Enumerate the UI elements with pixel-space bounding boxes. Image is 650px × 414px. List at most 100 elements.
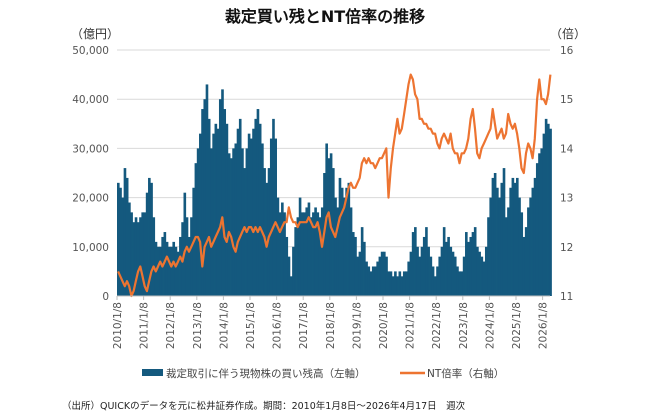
bar — [143, 212, 147, 296]
bar — [123, 168, 127, 296]
x-tick-label: 2019/1/8 — [351, 302, 363, 349]
bar — [491, 177, 495, 296]
bar — [482, 261, 486, 296]
bar — [489, 197, 493, 296]
bar — [172, 241, 176, 296]
bar — [303, 212, 306, 296]
bar — [265, 182, 269, 296]
bar — [256, 109, 260, 296]
bar — [531, 187, 535, 296]
source-note: （出所）QUICKのデータを元に松井証券作成。期間：2010年1月8日～2026… — [62, 400, 466, 412]
bar — [402, 271, 406, 296]
bar — [411, 232, 415, 296]
bar — [258, 123, 262, 296]
left-tick-label: 30,000 — [72, 143, 109, 155]
bar — [285, 236, 289, 296]
bar — [387, 271, 391, 296]
x-tick-label: 2018/1/8 — [325, 302, 337, 349]
bar — [460, 271, 464, 296]
right-tick-label: 12 — [560, 242, 573, 254]
bar — [425, 227, 428, 296]
bar — [292, 246, 295, 296]
bar — [427, 246, 430, 296]
bar — [480, 256, 484, 296]
x-tick-label: 2016/1/8 — [272, 302, 284, 349]
bar — [223, 109, 227, 296]
bar — [250, 138, 253, 296]
x-tick-label: 2017/1/8 — [298, 302, 310, 349]
bar — [167, 246, 171, 296]
bar — [504, 217, 508, 296]
bar — [349, 207, 353, 296]
legend-swatch-bar — [142, 369, 163, 376]
bar — [234, 143, 238, 296]
bar — [283, 212, 286, 296]
right-axis-unit: （倍） — [550, 26, 586, 41]
bar — [549, 128, 552, 296]
bar — [438, 256, 442, 296]
line-series — [117, 73, 552, 298]
legend: 裁定取引に伴う現物株の買い残高（左軸） NT倍率（右軸） — [142, 367, 504, 380]
bar — [318, 217, 322, 296]
bar — [414, 227, 417, 296]
bar — [376, 261, 379, 296]
bar — [263, 168, 266, 296]
bar — [433, 276, 437, 296]
bar — [272, 118, 275, 296]
bar — [418, 256, 422, 296]
bar — [547, 123, 550, 296]
bar — [456, 266, 459, 296]
bar — [465, 232, 468, 296]
bar — [527, 207, 530, 296]
bar — [358, 251, 362, 296]
x-tick-label: 2022/1/8 — [431, 302, 443, 349]
bar — [245, 148, 249, 296]
bar — [493, 173, 497, 296]
bar — [367, 266, 371, 296]
bar — [478, 251, 481, 296]
bar — [453, 256, 457, 296]
bar — [518, 197, 521, 296]
bar — [347, 182, 351, 296]
bar — [442, 227, 446, 296]
bar — [327, 158, 331, 296]
bar — [287, 256, 291, 296]
bar — [121, 197, 125, 296]
bar — [389, 271, 393, 296]
bar — [354, 236, 357, 296]
bar — [516, 177, 519, 296]
left-tick-label: 0 — [102, 291, 109, 303]
bar — [225, 123, 229, 296]
right-tick-label: 13 — [560, 193, 573, 205]
bar — [447, 236, 450, 296]
bar — [462, 256, 466, 296]
bar — [336, 207, 340, 296]
bar-series — [117, 84, 552, 296]
bar — [136, 222, 140, 296]
bar — [451, 251, 455, 296]
bar — [196, 148, 200, 296]
bar — [309, 217, 313, 296]
bar — [343, 197, 346, 296]
bar — [500, 182, 504, 296]
bar — [236, 128, 240, 296]
bar — [145, 192, 149, 296]
bar — [420, 246, 424, 296]
bar — [533, 177, 537, 296]
left-axis-unit: （億円） — [71, 27, 119, 41]
left-tick-label: 10,000 — [72, 242, 109, 254]
bar — [356, 256, 360, 296]
legend-label-bar: 裁定取引に伴う現物株の買い残高（左軸） — [166, 367, 366, 380]
bar — [380, 251, 384, 296]
bar — [238, 118, 242, 296]
bar — [128, 202, 131, 296]
bar — [152, 217, 156, 296]
bar — [431, 266, 435, 296]
bar — [487, 217, 490, 296]
bar — [269, 138, 273, 296]
x-tick-label: 2014/1/8 — [218, 302, 230, 349]
bar — [458, 271, 461, 296]
bar — [316, 212, 320, 296]
bar — [117, 182, 120, 296]
